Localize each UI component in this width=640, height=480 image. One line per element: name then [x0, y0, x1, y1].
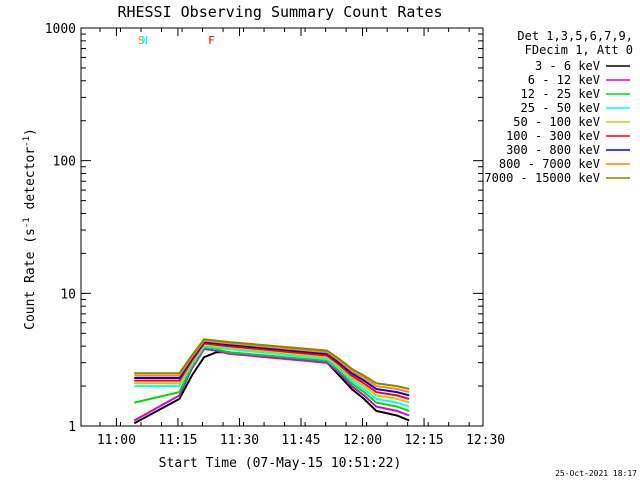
legend-label: 3 - 6 keV: [535, 59, 600, 73]
x-tick-label: 11:45: [281, 433, 320, 448]
legend: Det 1,3,5,6,7,9, FDecim 1, Att 0 3 - 6 k…: [484, 29, 633, 185]
x-axis-label: Start Time (07-May-15 10:51:22): [159, 456, 402, 471]
timestamp: 25-Oct-2021 18:17: [555, 469, 637, 478]
y-axis-label: Count Rate (s-1 detector-1): [22, 128, 38, 330]
marker-label: S: [138, 34, 145, 47]
x-tick-label: 11:15: [158, 433, 197, 448]
legend-header-line1: Det 1,3,5,6,7,9,: [517, 29, 633, 43]
legend-label: 12 - 25 keV: [521, 87, 600, 101]
x-tick-label: 11:30: [220, 433, 259, 448]
x-tick-label: 12:15: [404, 433, 443, 448]
series-line: [134, 338, 410, 390]
legend-label: 50 - 100 keV: [513, 115, 600, 129]
marker-label: N: [141, 34, 148, 47]
chart-title: RHESSI Observing Summary Count Rates: [117, 3, 442, 21]
legend-label: 25 - 50 keV: [521, 101, 600, 115]
legend-label: 300 - 800 keV: [506, 143, 600, 157]
legend-label: 800 - 7000 keV: [499, 157, 600, 171]
y-tick-label: 100: [53, 155, 76, 170]
series-line: [134, 345, 410, 408]
series-line: [134, 343, 410, 404]
series-layer: [133, 338, 410, 425]
x-tick-label: 12:00: [343, 433, 382, 448]
x-axis-ticks: 11:00 11:15 11:30 11:45 12:00 12:15 12:30: [97, 28, 505, 448]
x-tick-label: 11:00: [97, 433, 136, 448]
marker-label: F: [208, 34, 215, 47]
x-tick-label: 12:30: [466, 433, 505, 448]
y-tick-label: 1000: [45, 22, 76, 37]
plot-frame: [80, 27, 484, 427]
y-tick-label: 10: [60, 287, 76, 302]
legend-header-line2: FDecim 1, Att 0: [525, 43, 633, 57]
legend-label: 7000 - 15000 keV: [484, 171, 600, 185]
series-line: [134, 340, 410, 397]
legend-label: 100 - 300 keV: [506, 129, 600, 143]
y-tick-label: 1: [68, 420, 76, 435]
marker-layer: SN F: [138, 34, 215, 47]
series-line: [134, 346, 410, 412]
legend-label: 6 - 12 keV: [528, 73, 600, 87]
